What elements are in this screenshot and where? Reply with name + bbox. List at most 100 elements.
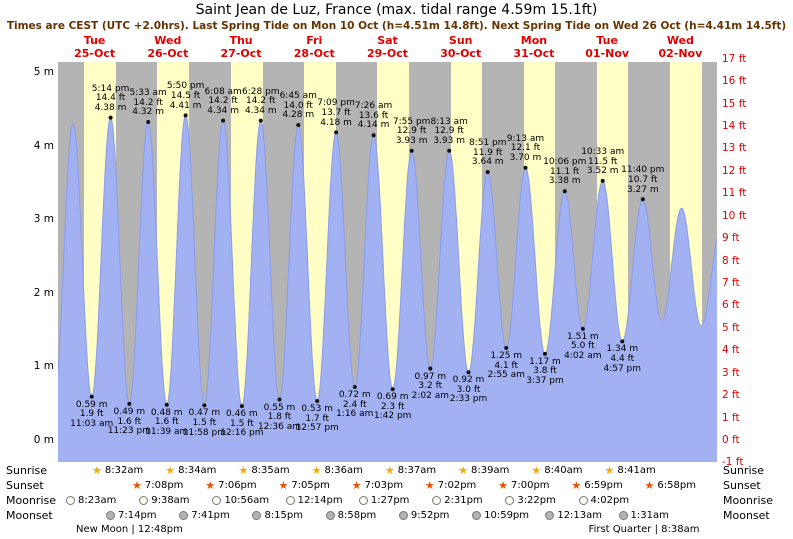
sunset-entry: ★ 7:08pm [132, 479, 183, 492]
moonrise-entry: 8:23am [66, 494, 116, 507]
day-date: 01-Nov [585, 46, 630, 60]
day-label: Thu 27-Oct [221, 34, 262, 60]
sunrise-icon: ★ [384, 464, 395, 477]
moonrise-entry: 9:38am [139, 494, 190, 507]
low-tide-annotation: 0.72 m 2.4 ft 1:16 am [336, 390, 374, 420]
moonrise-icon [66, 496, 75, 505]
sunrise-entry: ★ 8:32am [92, 464, 143, 477]
sunrise-time: 8:36am [324, 465, 363, 476]
moonset-icon [252, 511, 262, 520]
moonrise-icon [139, 496, 149, 505]
tide-extreme-point [543, 351, 547, 356]
moonset-time: 8:58pm [337, 510, 377, 521]
day-label: Wed 02-Nov [658, 34, 702, 60]
moonset-icon [325, 511, 335, 520]
moonrise-icon [432, 496, 442, 505]
moonrise-entry: 3:22pm [505, 494, 556, 507]
sunset-icon: ★ [205, 479, 216, 492]
day-date: 28-Oct [293, 46, 335, 60]
tide-extreme-point [296, 123, 301, 127]
high-tide-annotation: 5:50 pm 14.5 ft 4.41 m [166, 81, 205, 111]
moonset-entry: 7:41pm [179, 509, 230, 522]
tide-extreme-point [239, 404, 244, 409]
high-tide-annotation: 6:08 am 14.2 ft 4.34 m [204, 86, 242, 116]
moonset-icon [545, 511, 555, 520]
sunrise-entry: ★ 8:40am [531, 464, 582, 477]
moonset-entry: 8:58pm [325, 509, 377, 522]
y-tick-m: 4 m [33, 139, 54, 152]
day-weekday: Sun [448, 34, 473, 47]
sunrise-time: 8:35am [251, 465, 290, 476]
high-tide-annotation: 6:45 am 14.0 ft 4.28 m [279, 90, 317, 121]
y-tick-m: 5 m [33, 66, 54, 78]
high-tide-annotation: 11:40 pm 10.7 ft 3.27 m [621, 165, 665, 195]
y-tick-ft: 7 ft [722, 276, 740, 289]
high-tide-annotation: 10:33 am 11.5 ft 3.52 m [581, 146, 625, 177]
moonrise-row-label-right: Moonrise [723, 494, 773, 507]
sunrise-time: 8:41am [617, 465, 656, 476]
y-tick-m: 0 m [33, 434, 54, 446]
sunrise-icon: ★ [238, 464, 249, 477]
sunset-entry: ★ 7:00pm [498, 479, 549, 492]
tide-extreme-point [334, 130, 339, 135]
y-tick-m: 1 m [33, 360, 54, 373]
moonset-entry: 1:31am [618, 509, 669, 522]
moonrise-time: 8:23am [78, 495, 117, 506]
day-date: 26-Oct [147, 46, 189, 60]
tide-extreme-point [620, 339, 625, 344]
high-tide-annotation: 7:26 am 13.6 ft 4.14 m [354, 101, 393, 131]
tide-extreme-point [127, 401, 132, 406]
low-tide-annotation: 0.47 m 1.5 ft 11:58 pm [182, 408, 226, 438]
day-label: Mon 31-Oct [513, 34, 555, 60]
y-tick-ft: 15 ft [722, 97, 747, 110]
tide-extreme-point [640, 197, 645, 202]
day-weekday: Thu [229, 34, 253, 47]
moonrise-time: 10:56am [224, 495, 270, 506]
sunrise-icon: ★ [165, 464, 176, 477]
low-tide-annotation: 0.48 m 1.6 ft 11:39 am [145, 407, 189, 437]
y-tick-ft: 2 ft [722, 389, 740, 402]
sunrise-row-label: Sunrise [6, 464, 48, 477]
sunrise-entry: ★ 8:37am [385, 464, 436, 477]
low-tide-annotation: 0.46 m 1.5 ft 12:16 pm [220, 409, 264, 439]
tide-extreme-point [600, 178, 605, 183]
sunrise-time: 8:32am [104, 465, 144, 476]
day-weekday: Tue [83, 34, 106, 47]
high-tide-annotation: 7:55 pm 12.9 ft 3.93 m [392, 116, 431, 146]
tide-extreme-point [504, 346, 509, 350]
sunset-icon: ★ [278, 479, 289, 492]
tide-extreme-point [277, 397, 282, 402]
moonrise-time: 12:14pm [297, 495, 343, 506]
moonrise-row-label: Moonrise [6, 494, 56, 507]
tide-area [58, 115, 717, 462]
day-weekday: Mon [520, 34, 548, 47]
y-tick-ft: 5 ft [722, 321, 740, 334]
tide-extreme-point [447, 148, 452, 153]
high-tide-annotation: 5:14 pm 14.4 ft 4.38 m [91, 83, 130, 113]
y-tick-ft: 3 ft [722, 366, 740, 379]
moonrise-icon [358, 496, 368, 505]
y-tick-ft: 4 ft [722, 344, 740, 357]
sunset-time: 7:05pm [291, 480, 330, 491]
moonrise-icon [212, 496, 222, 505]
y-tick-ft: 13 ft [722, 142, 747, 155]
moonrise-time: 1:27pm [370, 495, 410, 506]
day-date: 31-Oct [513, 46, 555, 60]
moonrise-entry: 2:31pm [432, 494, 483, 507]
day-weekday: Sat [377, 34, 398, 47]
sunrise-entry: ★ 8:39am [458, 464, 509, 477]
moonrise-time: 4:02pm [590, 495, 630, 506]
y-tick-ft: 16 ft [722, 75, 747, 88]
sunset-time: 6:59pm [584, 480, 623, 491]
moonset-time: 10:59pm [484, 510, 530, 521]
low-tide-annotation: 1.17 m 3.8 ft 3:37 pm [526, 356, 564, 387]
low-tide-annotation: 0.55 m 1.8 ft 12:36 am [257, 402, 302, 432]
tide-extreme-point [390, 387, 395, 392]
tide-extreme-point [428, 366, 433, 371]
moonset-time: 7:14pm [118, 510, 157, 521]
sunrise-icon: ★ [311, 464, 322, 477]
sunset-row-label-right: Sunset [723, 479, 761, 492]
y-tick-ft: 17 ft [722, 52, 747, 65]
moon-phase-note: New Moon | 12:48pm [76, 524, 183, 535]
moonrise-icon [285, 496, 295, 505]
